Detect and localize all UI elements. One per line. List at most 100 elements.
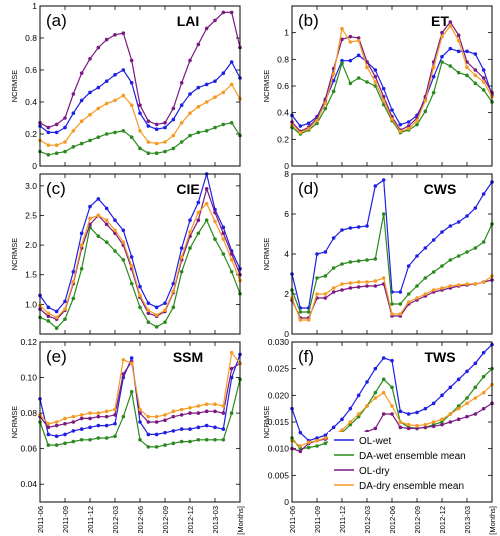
data-point xyxy=(79,416,84,421)
panel-title: TWS xyxy=(424,349,455,365)
data-point xyxy=(323,433,328,438)
data-point xyxy=(154,325,159,329)
data-point xyxy=(46,143,51,147)
data-point xyxy=(138,437,142,442)
data-point xyxy=(323,436,328,440)
data-point xyxy=(171,281,176,286)
data-point xyxy=(473,81,478,86)
data-point xyxy=(146,320,151,324)
data-point xyxy=(113,434,117,439)
data-point xyxy=(63,299,67,304)
data-point xyxy=(431,90,436,95)
data-point xyxy=(448,224,453,228)
data-point xyxy=(79,427,84,431)
data-point xyxy=(423,276,428,280)
data-point xyxy=(340,288,344,292)
data-point xyxy=(465,73,469,78)
data-point xyxy=(179,246,184,250)
panel-et: 0 0.2 0.4 0.6 0.8 1 NCRMSE (b) ET xyxy=(262,5,494,171)
data-point xyxy=(365,380,369,384)
data-point xyxy=(71,414,76,419)
data-point xyxy=(298,318,303,322)
data-point xyxy=(431,270,436,274)
data-point xyxy=(188,411,192,415)
data-point xyxy=(88,222,92,227)
data-point xyxy=(456,406,461,411)
data-point xyxy=(423,406,428,411)
data-point xyxy=(415,410,419,415)
data-point xyxy=(331,425,336,430)
data-point xyxy=(331,72,336,76)
data-point xyxy=(398,302,403,306)
data-point xyxy=(46,311,51,316)
data-point xyxy=(154,305,159,310)
plot-frame xyxy=(291,173,493,335)
data-point xyxy=(154,445,159,449)
data-point xyxy=(104,409,109,414)
data-point xyxy=(406,412,411,416)
data-point xyxy=(473,385,478,390)
data-point xyxy=(440,286,444,290)
panel-label: (f) xyxy=(298,347,314,366)
data-point xyxy=(104,101,109,106)
data-point xyxy=(229,350,234,355)
data-point xyxy=(204,218,209,223)
data-point xyxy=(431,238,436,242)
data-point xyxy=(129,356,134,360)
data-point xyxy=(71,420,76,424)
data-point xyxy=(129,81,134,85)
panel-title: ET xyxy=(431,13,449,29)
data-point xyxy=(365,284,369,288)
data-point xyxy=(473,73,478,78)
data-point xyxy=(163,121,167,125)
data-point xyxy=(381,98,386,103)
y-tick-label: 0.10 xyxy=(20,373,37,383)
data-point xyxy=(188,405,192,410)
data-point xyxy=(423,292,428,296)
data-point xyxy=(163,308,167,313)
data-point xyxy=(96,234,101,239)
data-point xyxy=(465,49,469,54)
data-point xyxy=(221,225,226,230)
data-point xyxy=(306,318,311,322)
data-point xyxy=(96,414,101,419)
y-tick-label: 0.010 xyxy=(268,444,290,454)
data-point xyxy=(79,243,84,247)
data-point xyxy=(213,237,217,241)
data-point xyxy=(465,65,469,70)
data-point xyxy=(415,254,419,258)
data-point xyxy=(356,393,361,398)
data-point xyxy=(204,100,209,104)
data-point xyxy=(88,437,92,442)
data-point xyxy=(481,192,486,196)
data-point xyxy=(154,122,159,127)
data-point xyxy=(54,143,59,147)
data-point xyxy=(415,426,419,431)
data-point xyxy=(196,404,201,408)
data-point xyxy=(473,396,478,400)
y-tick-label: 0.6 xyxy=(25,65,37,75)
data-point xyxy=(340,228,344,232)
plot-frame xyxy=(291,341,493,503)
data-point xyxy=(121,31,126,35)
data-point xyxy=(481,280,486,284)
data-point xyxy=(54,309,59,314)
y-tick-label: 0.08 xyxy=(20,408,37,418)
data-point xyxy=(340,417,344,422)
data-point xyxy=(54,130,59,135)
data-point xyxy=(431,420,436,424)
data-point xyxy=(188,427,192,431)
data-point xyxy=(398,420,403,424)
data-point xyxy=(171,106,176,111)
data-point xyxy=(298,449,303,454)
data-point xyxy=(315,438,319,443)
data-point xyxy=(63,421,67,426)
data-point xyxy=(113,249,117,253)
data-point xyxy=(113,33,117,37)
data-point xyxy=(456,49,461,54)
data-point xyxy=(373,74,378,79)
data-point xyxy=(373,284,378,288)
data-point xyxy=(188,133,192,138)
data-point xyxy=(138,411,142,415)
data-point xyxy=(171,441,176,446)
